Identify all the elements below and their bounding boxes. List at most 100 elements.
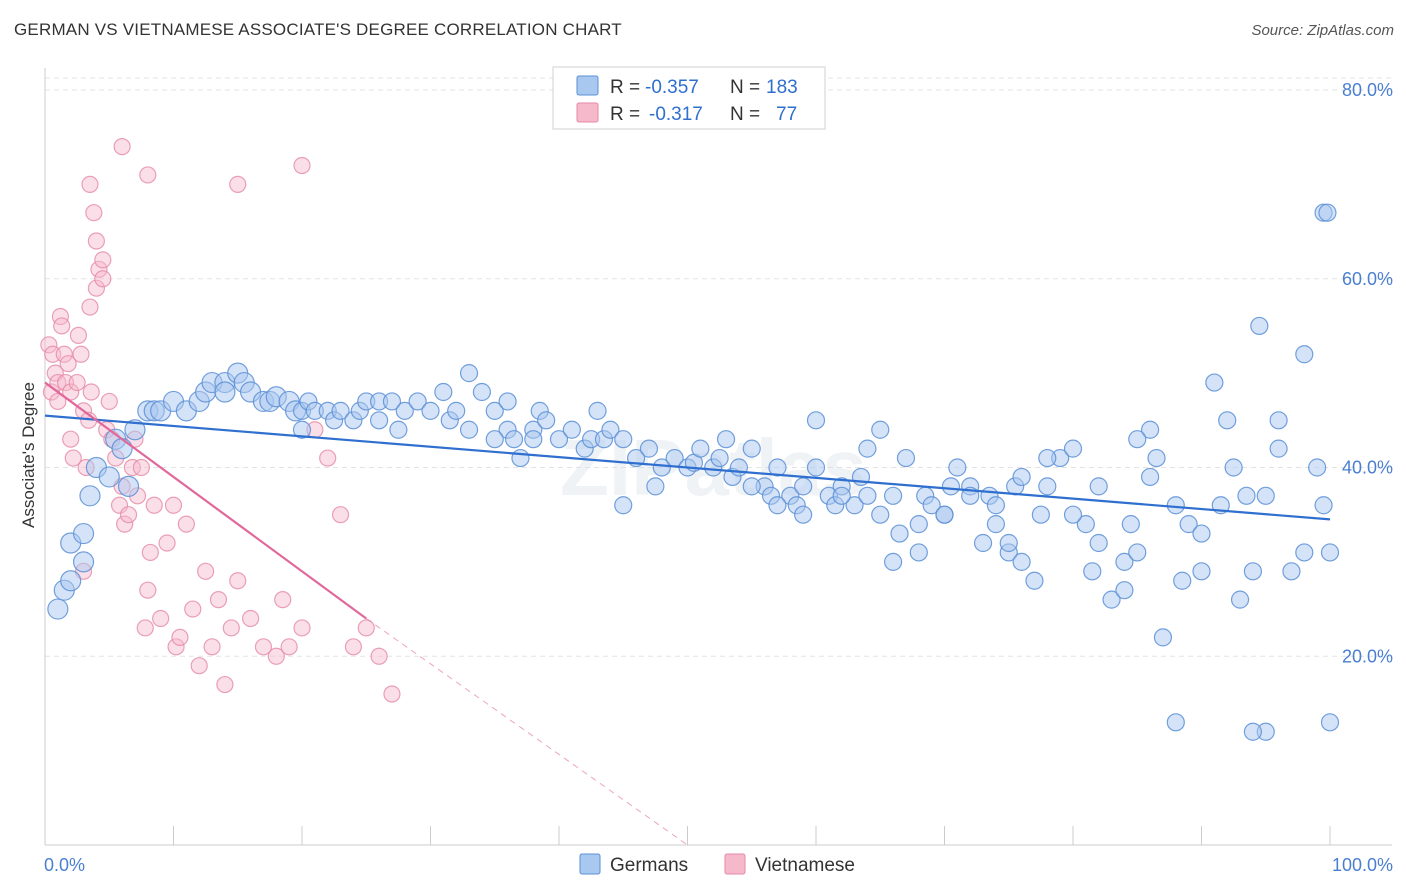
germans-point-49 <box>459 420 479 439</box>
legend-swatch-germans <box>576 75 599 96</box>
x-tick-label-0: 0.0% <box>44 855 85 875</box>
germans-point-122 <box>1140 420 1160 439</box>
vietnamese-point-61 <box>274 591 292 609</box>
germans-point-157 <box>1256 486 1275 505</box>
vietnamese-point-22 <box>82 383 100 401</box>
germans-point-68 <box>646 477 665 496</box>
germans-point-110 <box>1025 571 1044 590</box>
germans-point-67 <box>639 439 659 458</box>
vietnamese-point-34 <box>116 515 134 533</box>
legend-r-label-2: R = <box>610 104 640 125</box>
germans-point-116 <box>1083 562 1102 581</box>
legend-n-label-1: N = <box>730 77 760 98</box>
germans-point-171 <box>794 505 813 524</box>
grid-lines <box>45 77 1392 657</box>
vietnamese-point-16 <box>72 345 90 363</box>
vietnamese-point-36 <box>123 458 141 477</box>
germans-point-62 <box>588 401 607 420</box>
germans-point-166 <box>1089 533 1108 553</box>
germans-point-129 <box>1205 373 1224 392</box>
vietnamese-point-23 <box>85 204 103 222</box>
y-tick-labels: 20.0% 40.0% 60.0% 80.0% <box>1342 80 1393 666</box>
germans-point-149 <box>742 477 761 496</box>
vietnamese-point-8 <box>55 345 73 363</box>
vietnamese-point-76 <box>94 251 112 269</box>
germans-point-162 <box>1243 722 1263 741</box>
germans-point-76 <box>716 430 736 449</box>
germans-point-12 <box>124 419 146 441</box>
legend-n-value-1: 183 <box>766 77 798 98</box>
germans-point-106 <box>986 515 1006 534</box>
germans-point-134 <box>1243 562 1263 581</box>
germans-point-153 <box>999 533 1018 553</box>
germans-point-135 <box>1250 316 1269 336</box>
germans-point-179 <box>524 430 543 449</box>
legend-n-value-2: 77 <box>776 104 797 125</box>
vietnamese-point-71 <box>113 138 131 156</box>
germans-point-102 <box>948 458 967 477</box>
germans-point-117 <box>1089 477 1108 496</box>
germans-point-173 <box>858 439 877 458</box>
germans-point-6 <box>79 485 101 507</box>
vietnamese-point-75 <box>293 156 311 175</box>
germans-point-143 <box>1320 713 1340 732</box>
germans-point-163 <box>1224 458 1243 477</box>
vietnamese-point-70 <box>383 685 401 703</box>
vietnamese-point-44 <box>152 609 170 628</box>
vietnamese-point-73 <box>81 175 99 193</box>
germans-point-139 <box>1295 345 1314 364</box>
germans-point-50 <box>472 382 491 402</box>
germans-point-178 <box>498 392 517 411</box>
y-tick-label-3: 80.0% <box>1342 80 1393 100</box>
germans-point-82 <box>768 458 787 477</box>
y-tick-label-1: 40.0% <box>1342 458 1393 478</box>
germans-point-168 <box>1140 467 1160 487</box>
germans-point-65 <box>614 430 633 449</box>
germans-point-141 <box>1314 496 1333 515</box>
vietnamese-point-0 <box>40 336 58 354</box>
vietnamese-point-43 <box>145 496 163 514</box>
bottom-legend-vietnamese: Vietnamese <box>755 855 855 876</box>
germans-point-109 <box>1012 467 1031 487</box>
germans-point-128 <box>1192 562 1211 581</box>
germans-trend-line <box>44 414 1331 521</box>
germans-point-160 <box>1318 203 1337 222</box>
bottom-legend: Germans Vietnamese <box>579 853 855 876</box>
germans-point-126 <box>1173 571 1192 590</box>
germans-point-146 <box>292 420 312 439</box>
germans-point-0 <box>47 598 69 620</box>
germans-point-155 <box>1128 430 1147 449</box>
germans-point-125 <box>1166 713 1185 732</box>
vietnamese-point-10 <box>59 355 77 373</box>
vietnamese-point-24 <box>87 279 106 297</box>
germans-point-95 <box>890 524 909 543</box>
vietnamese-point-45 <box>158 534 176 552</box>
germans-point-94 <box>883 486 903 505</box>
germans-point-44 <box>408 392 427 411</box>
vietnamese-point-14 <box>68 373 86 392</box>
germans-point-97 <box>909 515 928 534</box>
vietnamese-point-49 <box>177 515 195 533</box>
germans-point-90 <box>845 496 864 515</box>
germans-point-131 <box>1218 411 1237 430</box>
vietnamese-point-7 <box>53 317 71 335</box>
germans-point-164 <box>1012 552 1031 571</box>
germans-point-86 <box>806 458 826 477</box>
germans-point-59 <box>562 420 581 439</box>
vietnamese-point-66 <box>331 506 350 524</box>
germans-point-36 <box>331 401 350 420</box>
vietnamese-point-68 <box>357 619 375 637</box>
germans-point-132 <box>1230 590 1250 609</box>
germans-point-53 <box>504 430 524 449</box>
vietnamese-point-50 <box>184 600 202 618</box>
germans-point-170 <box>768 496 787 515</box>
vietnamese-point-27 <box>94 270 112 288</box>
germans-point-2 <box>60 570 82 592</box>
vietnamese-point-69 <box>370 647 388 665</box>
vietnamese-point-72 <box>139 166 157 184</box>
germans-point-69 <box>652 458 671 477</box>
legend-r-value-2: -0.317 <box>649 104 703 125</box>
bottom-legend-swatch-vietnamese <box>724 853 746 875</box>
germans-point-119 <box>1115 552 1134 571</box>
legend-r-label-1: R = <box>610 77 640 98</box>
